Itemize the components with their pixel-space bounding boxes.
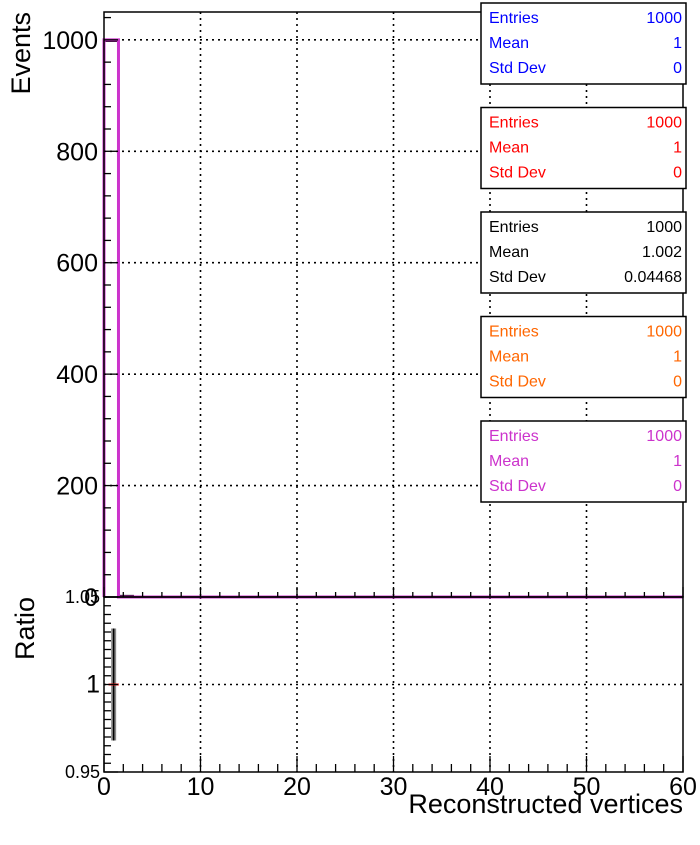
stat-value: 1 [673, 349, 682, 366]
stat-box-frame [480, 420, 687, 503]
stat-label: Std Dev [489, 165, 546, 182]
stat-label: Entries [489, 219, 539, 236]
stat-box-3: Entries 1000 Mean 1.002 Std Dev 0.04468 [480, 211, 687, 294]
y-tick-label-top: 600 [56, 250, 98, 278]
y-tick-label-top: 200 [56, 473, 98, 501]
stat-label: Mean [489, 35, 529, 52]
ratio-tick-label: 0.95 [65, 762, 100, 782]
stat-label: Entries [489, 324, 539, 341]
x-tick-label: 0 [97, 773, 111, 801]
top-grid [104, 12, 683, 597]
stat-box-5: Entries 1000 Mean 1 Std Dev 0 [480, 420, 687, 503]
stat-box-frame [480, 211, 687, 294]
stat-box-frame [480, 315, 687, 399]
top-plot-frame [103, 11, 684, 598]
bottom-grid [104, 597, 683, 772]
stat-label: Entries [489, 115, 539, 132]
stat-value: 1000 [646, 428, 682, 445]
stat-value: 1.002 [642, 244, 682, 261]
x-tick-label: 40 [476, 773, 504, 801]
x-tick-label: 20 [283, 773, 311, 801]
stat-label: Entries [489, 10, 539, 27]
stat-label: Std Dev [489, 374, 546, 391]
stat-box-frame [480, 2, 687, 85]
stat-label: Mean [489, 453, 529, 470]
ratio-tick-label: 1.05 [65, 587, 100, 607]
stat-box-1: Entries 1000 Mean 1 Std Dev 0 [480, 2, 687, 85]
y-axis-title-events: Events [6, 12, 36, 95]
x-axis-title: Reconstructed vertices [408, 789, 683, 819]
y-tick-label-top: 0 [84, 584, 98, 612]
x-tick-label: 30 [380, 773, 408, 801]
stat-label: Std Dev [489, 60, 546, 77]
stat-label: Entries [489, 428, 539, 445]
x-tick-label: 60 [669, 773, 697, 801]
y-tick-label-top: 1000 [42, 27, 98, 55]
stat-value: 0 [673, 374, 682, 391]
stat-value: 1000 [646, 219, 682, 236]
y-axis-title-ratio: Ratio [10, 597, 40, 660]
y-tick-label-top: 800 [56, 138, 98, 166]
stat-value: 1000 [646, 115, 682, 132]
stat-label: Mean [489, 140, 529, 157]
stat-label: Mean [489, 349, 529, 366]
stat-value: 0 [673, 478, 682, 495]
ratio-tick-label: 1 [86, 671, 100, 699]
stat-label: Std Dev [489, 478, 546, 495]
stat-value: 1000 [646, 324, 682, 341]
stat-label: Mean [489, 244, 529, 261]
x-tick-label: 10 [187, 773, 215, 801]
stat-box-2: Entries 1000 Mean 1 Std Dev 0 [480, 106, 687, 190]
top-frame [103, 11, 684, 598]
stat-value: 1 [673, 453, 682, 470]
stat-label: Std Dev [489, 269, 546, 286]
stat-value: 0.04468 [624, 269, 682, 286]
stat-value: 0 [673, 165, 682, 182]
x-tick-label: 50 [573, 773, 601, 801]
y-tick-label-top: 400 [56, 361, 98, 389]
stat-box-frame [480, 106, 687, 190]
stat-value: 1 [673, 140, 682, 157]
stat-box-4: Entries 1000 Mean 1 Std Dev 0 [480, 315, 687, 399]
stat-value: 0 [673, 60, 682, 77]
stat-value: 1 [673, 35, 682, 52]
stat-value: 1000 [646, 10, 682, 27]
